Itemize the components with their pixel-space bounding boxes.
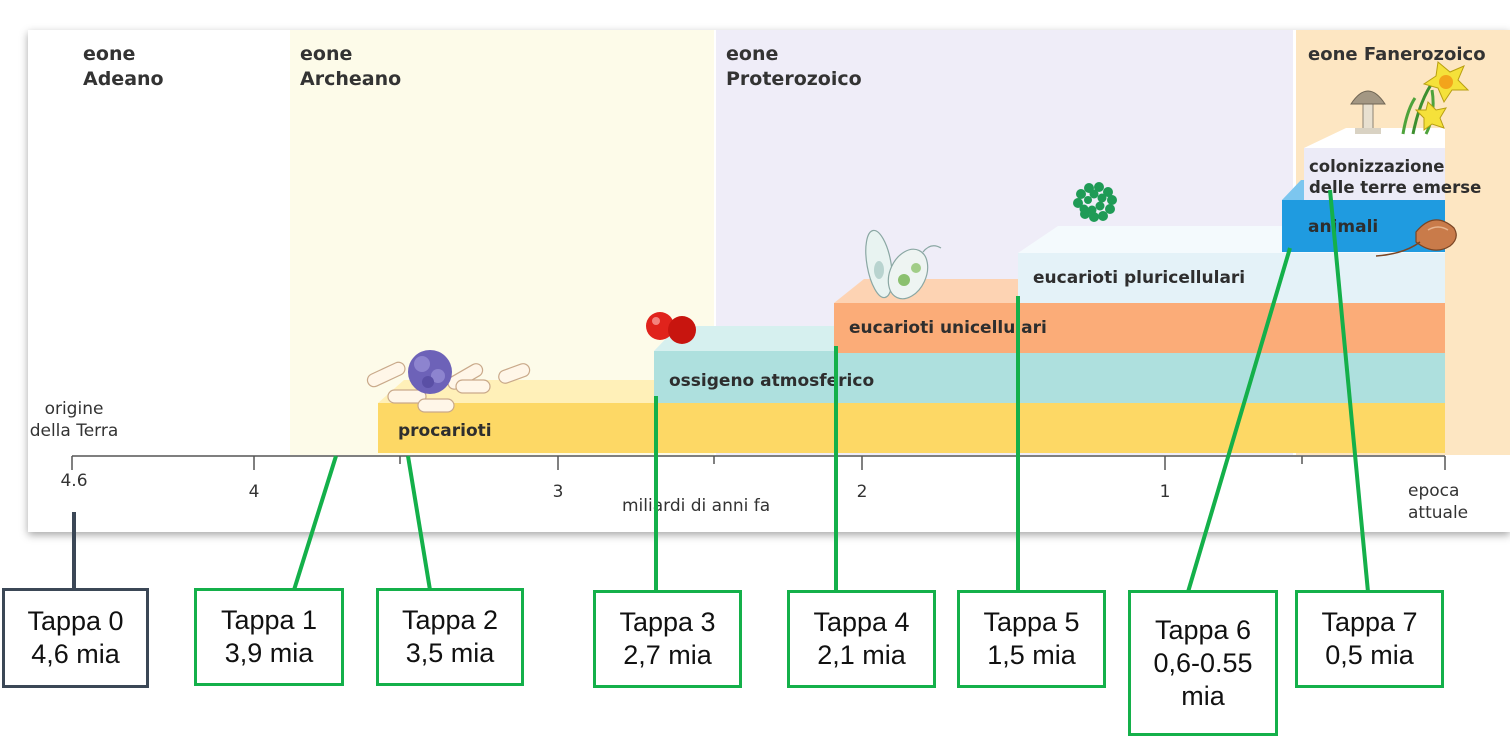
stage-box-6: Tappa 6 0,6-0.55 mia [1128, 590, 1278, 736]
step-procarioti [378, 403, 1445, 453]
stage-value: 3,9 mia [224, 638, 314, 668]
step-colonizzazione [1304, 148, 1445, 200]
stage-box-3: Tappa 3 2,7 mia [593, 590, 742, 688]
oxygen-molecule-illustration [646, 312, 696, 344]
axis-origin-label: origine della Terra [29, 399, 119, 441]
stage-box-0: Tappa 0 4,6 mia [2, 588, 149, 688]
stage-box-1: Tappa 1 3,9 mia [194, 588, 344, 686]
stage-title: Tappa 3 [619, 607, 716, 637]
stage-title: Tappa 4 [813, 607, 910, 637]
step-eucarioti-pluricellulari [1018, 253, 1445, 303]
stage-box-2: Tappa 2 3,5 mia [376, 588, 524, 686]
timeline-figure: eone Adeano eone Archeano eone Proterozo… [28, 30, 1510, 532]
stage-value: 3,5 mia [405, 638, 495, 668]
axis-present-label: epoca attuale [1408, 481, 1469, 523]
stage-title: Tappa 0 [27, 606, 124, 636]
axis-tick-label: 1 [1159, 482, 1171, 502]
mushroom-illustration [1350, 90, 1386, 134]
step-ossigeno [654, 351, 1445, 403]
flower-illustration [1401, 61, 1470, 135]
axis-tick-label: 4.6 [60, 471, 88, 491]
step-label-colonizzazione: colonizzazione delle terre emerse [1309, 157, 1482, 197]
axis-ticks [71, 456, 1446, 470]
stage-title: Tappa 5 [983, 607, 1080, 637]
step-label-eucarioti-pluricellulari: eucarioti pluricellulari [1033, 268, 1246, 288]
axis-tick-label: 4 [248, 482, 260, 502]
step-label-ossigeno: ossigeno atmosferico [669, 371, 875, 391]
stage-box-5: Tappa 5 1,5 mia [957, 590, 1106, 688]
prokaryote-illustration [366, 350, 531, 413]
axis-tick-label: 2 [856, 482, 868, 502]
stage-title: Tappa 6 [1154, 614, 1252, 645]
stage-value: 1,5 mia [987, 640, 1076, 670]
stage-box-7: Tappa 7 0,5 mia [1295, 590, 1444, 688]
step-label-eucarioti-unicellulari: eucarioti unicellulari [849, 318, 1047, 338]
connector-stage-1 [292, 455, 338, 591]
stage-value: 4,6 mia [31, 639, 120, 669]
eon-label-adeano: eone Adeano [83, 43, 164, 90]
stage-box-4: Tappa 4 2,1 mia [787, 590, 936, 688]
connector-stage-2 [406, 455, 432, 591]
axis-title: miliardi di anni fa [622, 496, 771, 516]
stage-value: 0,5 mia [1325, 640, 1414, 670]
timeline-diagram [71, 30, 1510, 470]
animal-illustration [1375, 219, 1457, 257]
stage-value: 0,6-0.55 mia [1153, 647, 1253, 711]
connector-stage-6 [1186, 247, 1292, 593]
connector-stage-7 [1328, 189, 1370, 593]
stage-title: Tappa 7 [1321, 607, 1418, 637]
stage-title: Tappa 2 [401, 605, 499, 635]
unicellular-eukaryote-illustration [865, 229, 942, 300]
stage-value: 2,7 mia [623, 640, 712, 670]
eon-label-archeano: eone Archeano [300, 43, 402, 90]
eon-label-fanerozoico: eone Fanerozoico [1308, 44, 1486, 65]
eon-label-proterozoico: eone Proterozoico [726, 43, 862, 90]
multicellular-spiral-illustration [1073, 182, 1117, 222]
stage-title: Tappa 1 [220, 605, 318, 635]
stage-value: 2,1 mia [817, 640, 906, 670]
axis-tick-label: 3 [552, 482, 564, 502]
step-top-colonizzazione [1304, 128, 1445, 148]
step-label-animali: animali [1308, 217, 1379, 237]
step-label-procarioti: procarioti [398, 421, 492, 441]
